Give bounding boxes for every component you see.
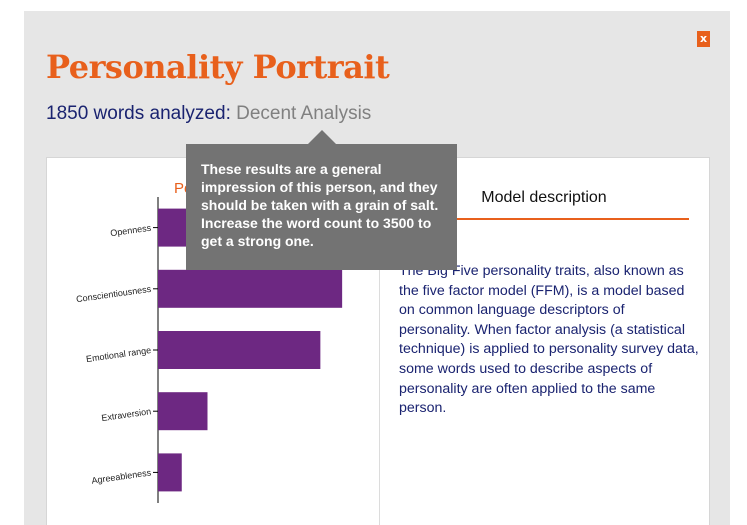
close-button[interactable]: x bbox=[697, 31, 710, 47]
tab-model-description[interactable]: Model description bbox=[481, 189, 607, 206]
tab-active-indicator bbox=[400, 218, 689, 220]
model-description-text: The Big Five personality traits, also kn… bbox=[399, 263, 699, 417]
bar-emotional-range[interactable] bbox=[158, 331, 321, 369]
tooltip-arrow bbox=[308, 130, 336, 144]
y-tick-label: Conscientiousness bbox=[75, 284, 152, 304]
bar-extraversion[interactable] bbox=[158, 392, 208, 431]
y-tick-label: Agreeableness bbox=[91, 467, 152, 485]
panel-divider bbox=[379, 158, 380, 525]
y-tick-label: Openness bbox=[110, 223, 153, 239]
word-count: 1850 words analyzed: bbox=[46, 103, 231, 124]
analysis-tooltip: These results are a general impression o… bbox=[186, 144, 457, 270]
page-title: Personality Portrait bbox=[46, 48, 390, 86]
bar-conscientiousness[interactable] bbox=[158, 269, 343, 308]
bar-agreeableness[interactable] bbox=[158, 453, 182, 492]
y-tick-label: Extraversion bbox=[101, 406, 152, 423]
y-tick-label: Emotional range bbox=[85, 345, 151, 364]
analysis-quality[interactable]: Decent Analysis bbox=[236, 103, 372, 124]
analysis-summary: 1850 words analyzed: Decent Analysis bbox=[46, 103, 371, 125]
